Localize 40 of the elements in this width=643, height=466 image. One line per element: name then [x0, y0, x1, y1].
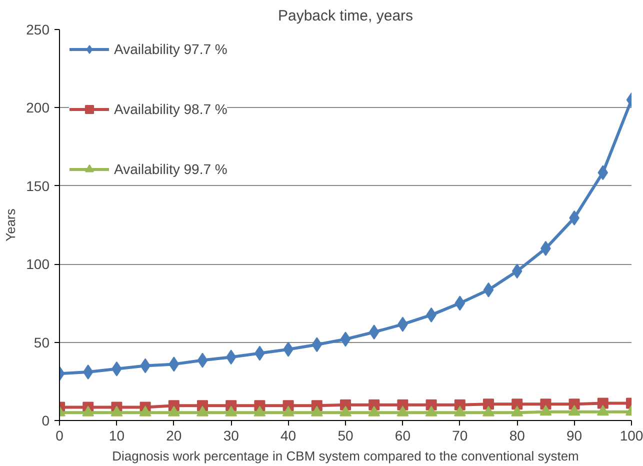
point [597, 398, 608, 409]
point [340, 332, 351, 347]
x-tick-label: 0 [56, 428, 64, 444]
point [226, 350, 236, 365]
y-tick-label: 0 [42, 412, 50, 428]
point [598, 165, 608, 180]
x-tick-label: 80 [509, 428, 526, 444]
legend-label: Availability 99.7 % [114, 161, 228, 177]
point [368, 324, 380, 340]
x-tick-label: 60 [394, 428, 411, 444]
x-tick-label: 40 [280, 428, 296, 444]
point [312, 337, 322, 352]
x-tick-label: 30 [223, 428, 240, 444]
x-tick-label: 90 [566, 428, 582, 444]
point [540, 405, 552, 416]
x-tick-label: 70 [452, 428, 468, 444]
y-tick-label: 50 [34, 334, 50, 350]
point [483, 398, 494, 410]
chart-title: Payback time, years [278, 8, 414, 24]
point [512, 264, 522, 279]
y-tick-label: 150 [26, 178, 50, 194]
point [454, 296, 466, 311]
x-tick-label: 50 [338, 428, 354, 444]
point [197, 352, 208, 368]
point [483, 282, 494, 298]
point [168, 356, 180, 372]
point [512, 398, 523, 410]
y-tick-label: 100 [26, 256, 50, 272]
x-tick-label: 10 [108, 428, 125, 444]
point [568, 405, 580, 416]
y-axis-title: Years [3, 208, 18, 242]
x-tick-label: 100 [620, 428, 643, 444]
point [596, 405, 609, 416]
y-tick-label: 200 [26, 100, 50, 116]
point [82, 364, 94, 380]
x-axis-title: Diagnosis work percentage in CBM system compared to the conventional system [112, 448, 579, 464]
y-tick-label: 250 [26, 22, 50, 38]
legend-label: Availability 97.7 % [114, 41, 228, 57]
legend-label: Availability 98.7 % [114, 101, 228, 117]
x-tick-label: 20 [166, 428, 182, 444]
